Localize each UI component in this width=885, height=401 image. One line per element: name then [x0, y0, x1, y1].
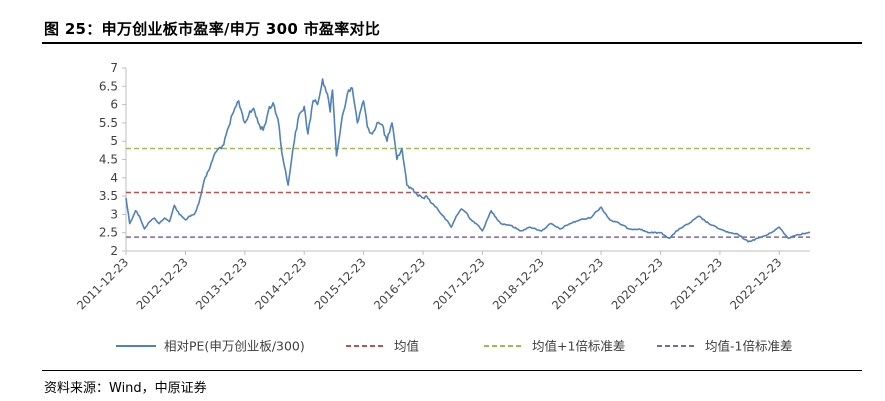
y-tick-label: 2.5 [99, 226, 118, 240]
legend-label: 相对PE(申万创业板/300) [164, 339, 305, 354]
x-tick-label: 2016-12-23 [371, 255, 428, 312]
y-tick-label: 3.5 [99, 189, 118, 203]
y-tick-label: 5.5 [99, 116, 118, 130]
y-tick-label: 6.5 [99, 79, 118, 93]
y-tick-label: 7 [110, 61, 118, 75]
x-tick-label: 2015-12-23 [311, 255, 368, 312]
y-tick-label: 3 [110, 207, 118, 221]
x-tick-label: 2017-12-23 [430, 255, 487, 312]
legend-item-4: 均值-1倍标准差 [657, 339, 792, 354]
source-note: 资料来源：Wind，中原证券 [44, 381, 207, 396]
figure-title: 图 25：申万创业板市盈率/申万 300 市盈率对比 [44, 20, 381, 38]
y-tick-label: 4 [110, 171, 118, 185]
y-tick-label: 6 [110, 98, 118, 112]
x-tick-label: 2014-12-23 [252, 255, 309, 312]
series-line [125, 78, 811, 243]
legend-item-1: 相对PE(申万创业板/300) [116, 339, 305, 354]
reference-lines [126, 147, 810, 238]
x-tick-label: 2012-12-23 [133, 255, 190, 312]
legend-item-3: 均值+1倍标准差 [484, 339, 625, 354]
y-tick-label: 5 [110, 134, 118, 148]
series-relative-pe [125, 78, 811, 243]
x-tick-label: 2018-12-23 [490, 255, 547, 312]
legend-label: 均值+1倍标准差 [532, 339, 625, 354]
legend-item-2: 均值 [346, 339, 419, 354]
x-tick-label: 2013-12-23 [193, 255, 250, 312]
y-axis: 2 2.5 3 3.5 4 4.5 5 5.5 6 6.5 7 [99, 61, 127, 258]
y-tick-label: 4.5 [99, 153, 118, 167]
chart-legend: 相对PE(申万创业板/300) 均值 均值+1倍标准差 均值-1倍标准差 [116, 339, 792, 354]
bottom-rule [42, 370, 862, 371]
y-tick-label: 2 [110, 244, 118, 258]
x-tick-label: 2011-12-23 [74, 255, 131, 312]
x-tick-label: 2022-12-23 [727, 255, 784, 312]
x-tick-label: 2020-12-23 [609, 255, 666, 312]
legend-label: 均值 [394, 339, 419, 354]
x-tick-label: 2019-12-23 [549, 255, 606, 312]
x-tick-label: 2021-12-23 [668, 255, 725, 312]
top-rule [42, 42, 862, 44]
legend-label: 均值-1倍标准差 [705, 339, 792, 354]
x-axis: 2011-12-23 2012-12-23 2013-12-23 2014-12-23… [74, 250, 810, 312]
